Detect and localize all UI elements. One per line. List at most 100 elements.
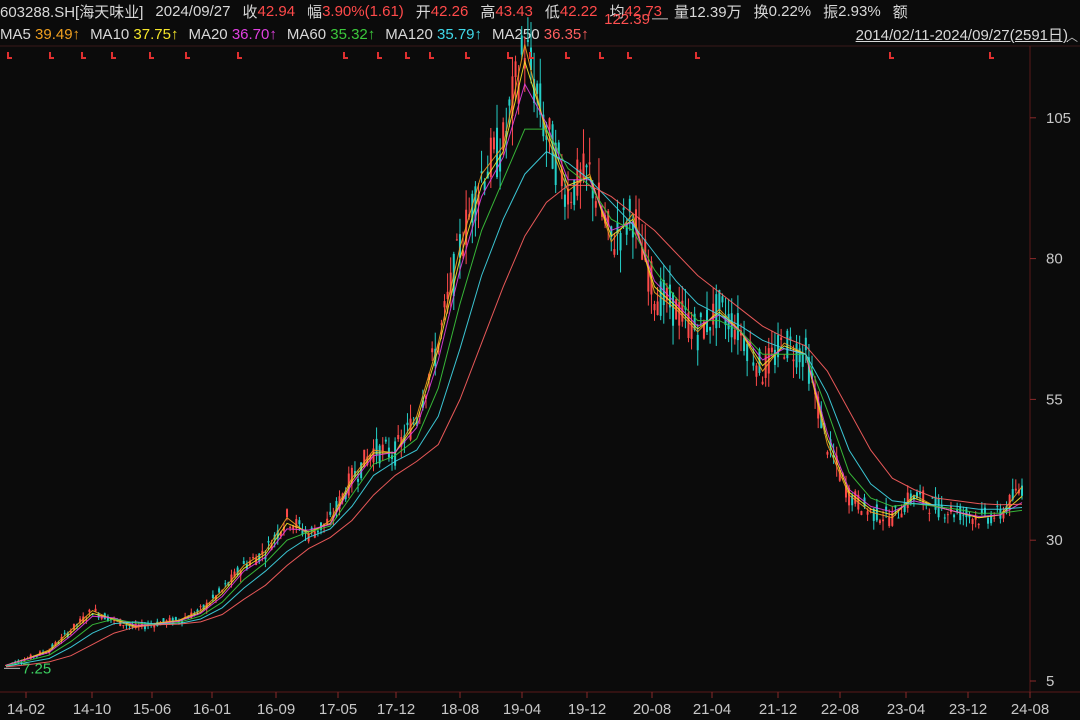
candle-body <box>557 142 560 153</box>
event-marker <box>565 52 570 59</box>
candle-body <box>875 504 878 521</box>
event-marker <box>429 52 434 59</box>
event-marker <box>149 52 154 59</box>
ma-lines <box>5 44 1023 668</box>
event-marker <box>185 52 190 59</box>
candle-body <box>872 508 875 522</box>
event-marker <box>989 52 994 59</box>
x-tick-label: 16-09 <box>257 701 295 718</box>
date-range[interactable]: 2014/02/11-2024/09/27(2591日) <box>855 27 1068 44</box>
candle-body <box>977 524 980 526</box>
candle-body <box>397 435 400 440</box>
turnover-label: 换 <box>753 3 769 21</box>
ma-legend-item-ma20[interactable]: MA20 36.70↑ <box>188 25 277 43</box>
candle-body <box>619 232 622 251</box>
annotations: 122.39 7.25 <box>4 11 668 677</box>
candle-body <box>773 349 776 365</box>
candle-body <box>202 604 205 609</box>
change-label: 幅 <box>307 3 323 21</box>
candle-body <box>97 613 100 618</box>
candle-body <box>953 514 956 518</box>
candle-body <box>770 347 773 352</box>
candle-body <box>289 526 292 528</box>
candle-body <box>421 400 424 408</box>
candle-body <box>878 520 881 524</box>
stock-code[interactable]: 603288.SH[海天味业] <box>0 3 144 21</box>
candle-body <box>360 462 363 479</box>
candle-body <box>659 281 662 316</box>
candle-body <box>746 343 749 362</box>
candle-body <box>672 292 675 326</box>
candle-body <box>641 246 644 260</box>
candle-body <box>922 490 925 503</box>
candle-body <box>811 370 814 379</box>
event-marker <box>405 52 410 59</box>
candle-body <box>974 516 977 520</box>
candle-body <box>582 153 585 181</box>
chevron-up-icon[interactable]: ︿ <box>1065 30 1078 44</box>
candle-body <box>900 513 903 518</box>
ma-legend: MA5 39.49↑ MA10 37.75↑ MA20 36.70↑ MA60 … <box>0 24 1080 44</box>
candle-body <box>823 423 826 426</box>
candle-body <box>767 348 770 374</box>
candle-body <box>542 114 545 137</box>
candle-body <box>570 201 573 203</box>
candle-body <box>106 616 109 622</box>
candle-body <box>143 626 146 630</box>
candle-body <box>409 418 412 440</box>
candle-body <box>483 181 486 191</box>
high-label: 高 <box>480 3 496 21</box>
candle-body <box>962 514 965 516</box>
turnover-value: 0.22% <box>768 2 812 20</box>
candle-body <box>545 135 548 140</box>
x-axis: 14-02 14-10 15-06 16-01 16-09 17-05 17-12 18-08… <box>7 692 1049 718</box>
event-markers <box>7 52 994 59</box>
candle-body <box>946 514 949 516</box>
candle-body <box>85 619 88 621</box>
quote-info-bar: 603288.SH[海天味业] 2024/09/27 收 42.94 幅 3.9… <box>0 0 1080 22</box>
event-marker <box>507 52 512 59</box>
candle-body <box>350 467 353 485</box>
candle-body <box>968 515 971 518</box>
candle-body <box>956 508 959 512</box>
candle-body <box>761 381 764 385</box>
ma-legend-item-ma5[interactable]: MA5 39.49↑ <box>0 25 81 43</box>
candle-body <box>560 168 563 187</box>
candle-body <box>66 632 69 637</box>
candle-body <box>579 169 582 183</box>
candle-body <box>996 505 999 507</box>
candle-body <box>668 284 671 308</box>
ma-legend-item-ma10[interactable]: MA10 37.75↑ <box>90 25 179 43</box>
candle-body <box>51 644 54 649</box>
ma-legend-item-ma60[interactable]: MA60 35.32↑ <box>286 25 376 43</box>
candle-body <box>199 606 202 608</box>
candle-body <box>594 201 597 208</box>
candle-body <box>625 223 628 235</box>
event-marker <box>465 52 470 59</box>
candle-body <box>406 422 409 426</box>
candle-body <box>1017 490 1020 494</box>
candle-body <box>928 512 931 514</box>
candle-body <box>733 329 736 340</box>
x-tick-label: 21-04 <box>693 701 731 718</box>
ma-legend-item-ma120[interactable]: MA120 35.79↑ <box>385 25 483 43</box>
candle-body <box>517 83 520 104</box>
event-marker <box>343 52 348 59</box>
x-tick-label: 22-08 <box>821 701 859 718</box>
amplitude-label: 振 <box>823 3 839 21</box>
candle-body <box>841 473 844 477</box>
x-tick-label: 16-01 <box>193 701 231 718</box>
low-value: 42.22 <box>559 2 598 20</box>
candle-body <box>563 194 566 207</box>
candle-body <box>693 313 696 330</box>
change-value: 3.90%(1.61) <box>322 2 404 20</box>
candle-body <box>983 507 986 515</box>
candle-body <box>88 609 91 612</box>
candle-body <box>829 439 832 448</box>
candle-body <box>943 517 946 519</box>
volume-label: 量 <box>674 3 690 21</box>
candle-body <box>838 469 841 481</box>
avg-value: 42.73 <box>624 2 663 20</box>
candle-body <box>267 540 270 543</box>
